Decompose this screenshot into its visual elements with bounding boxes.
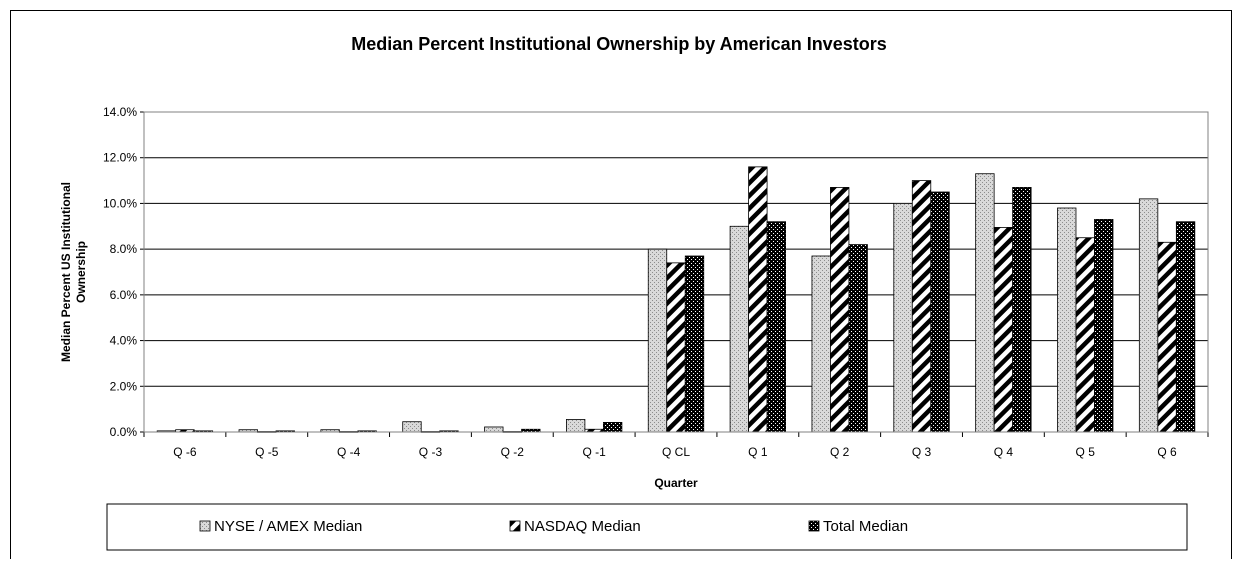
x-tick-label: Q -6 [173, 445, 197, 459]
y-axis-title-line1: Median Percent US Institutional [59, 182, 73, 362]
legend-label: Total Median [823, 518, 908, 535]
legend-swatch [199, 520, 211, 532]
bar [402, 421, 422, 433]
x-tick-label: Q 5 [1076, 445, 1096, 459]
x-axis-title: Quarter [654, 476, 698, 490]
bar [647, 248, 668, 433]
legend-swatch [509, 520, 521, 532]
bar [729, 225, 749, 433]
y-tick-label: 0.0% [110, 425, 138, 439]
bar [1138, 198, 1159, 433]
bar [666, 262, 686, 433]
legend: NYSE / AMEX Median NASDAQ Median Total Med… [199, 518, 908, 535]
x-tick-label: Q 1 [748, 445, 768, 459]
y-tick-label: 14.0% [103, 105, 137, 119]
bar [848, 244, 868, 433]
bar [766, 221, 786, 433]
bar [748, 166, 768, 433]
bar [930, 191, 950, 433]
x-tick-label: Q -2 [501, 445, 525, 459]
x-axis-ticks: Q -6 Q -5 Q -4 Q -3 Q -2 Q -1 Q CL Q 1 Q 2 Q 3 Q 4… [143, 431, 1209, 459]
bar [1094, 219, 1114, 433]
bar [566, 419, 586, 433]
bar [1157, 241, 1177, 433]
bar [684, 255, 705, 433]
plot-area-border [143, 111, 1209, 433]
bar [1057, 207, 1077, 433]
legend-box [106, 503, 1188, 551]
legend-swatch [808, 520, 820, 532]
bar [484, 426, 504, 433]
y-tick-label: 8.0% [110, 242, 138, 256]
x-tick-label: Q 3 [912, 445, 932, 459]
y-tick-label: 12.0% [103, 151, 137, 165]
y-axis-title-line2: Ownership [74, 241, 88, 303]
bars [156, 166, 1196, 433]
bar [975, 173, 995, 433]
bar [603, 421, 623, 433]
chart-frame [10, 10, 1232, 559]
chart-title: Median Percent Institutional Ownership b… [351, 34, 886, 54]
x-tick-label: Q -5 [255, 445, 279, 459]
bar [993, 227, 1014, 433]
x-tick-label: Q -4 [337, 445, 361, 459]
x-tick-label: Q 6 [1157, 445, 1177, 459]
bar [830, 187, 850, 433]
bar [811, 255, 831, 433]
legend-label: NASDAQ Median [524, 518, 641, 535]
y-tick-label: 10.0% [103, 196, 137, 210]
y-axis-title: Median Percent US Institutional Ownershi… [59, 182, 88, 362]
bar [1175, 221, 1196, 433]
x-tick-label: Q 2 [830, 445, 850, 459]
y-axis-ticks: 0.0% 2.0% 4.0% 6.0% 8.0% 10.0% 12.0% 14.0% [103, 105, 144, 439]
legend-label: NYSE / AMEX Median [214, 518, 362, 535]
x-tick-label: Q -1 [582, 445, 606, 459]
bar [1012, 187, 1032, 433]
x-tick-label: Q -3 [419, 445, 443, 459]
bar [911, 180, 932, 433]
y-tick-label: 2.0% [110, 379, 138, 393]
bar [893, 203, 913, 433]
bar [1075, 237, 1095, 433]
x-tick-label: Q CL [662, 445, 690, 459]
y-tick-label: 4.0% [110, 334, 138, 348]
y-tick-label: 6.0% [110, 288, 138, 302]
x-tick-label: Q 4 [994, 445, 1014, 459]
